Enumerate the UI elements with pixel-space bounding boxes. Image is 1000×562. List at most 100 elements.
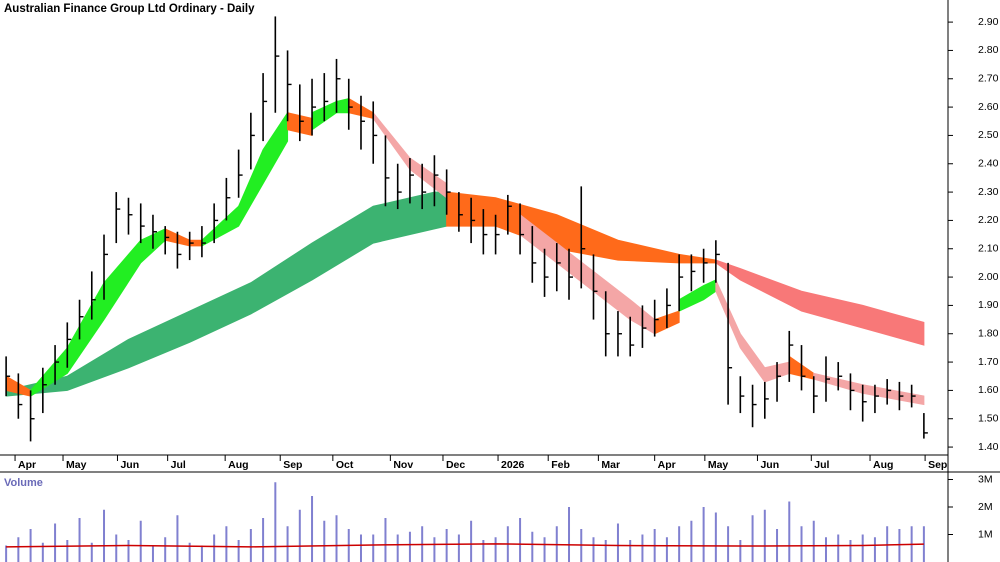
- volume-bar: [678, 526, 681, 562]
- volume-bar: [727, 526, 730, 562]
- volume-bar: [213, 534, 216, 562]
- volume-bar: [751, 515, 754, 562]
- volume-bar: [335, 515, 338, 562]
- volume-bar: [359, 534, 362, 562]
- y-tick-label: 2.30: [978, 186, 999, 198]
- volume-bar: [494, 537, 497, 562]
- volume-bar: [470, 520, 473, 562]
- y-tick-label: 2.70: [978, 73, 999, 85]
- y-tick-label: 2.10: [978, 243, 999, 255]
- volume-bar: [690, 520, 693, 562]
- volume-bar: [739, 540, 742, 562]
- volume-bar: [788, 501, 791, 562]
- volume-bar: [604, 540, 607, 562]
- y-tick-label: 1.50: [978, 413, 999, 425]
- x-tick-label: Jun: [120, 459, 139, 471]
- volume-bar: [629, 540, 632, 562]
- volume-bar: [433, 537, 436, 562]
- volume-bar: [54, 523, 57, 562]
- y-tick-label: 2.20: [978, 214, 999, 226]
- y-tick-label: 2M: [978, 501, 993, 513]
- volume-bar: [372, 534, 375, 562]
- x-tick-label: Mar: [601, 459, 620, 471]
- x-tick-label: May: [708, 459, 729, 471]
- chart-title: Volume: [4, 477, 43, 489]
- x-tick-label: May: [66, 459, 87, 471]
- volume-bar: [139, 520, 142, 562]
- volume-bar: [457, 534, 460, 562]
- x-tick-label: Oct: [336, 459, 354, 471]
- volume-bar: [763, 509, 766, 562]
- volume-bar: [519, 518, 522, 562]
- x-tick-label: Apr: [18, 459, 36, 471]
- y-tick-label: 1.90: [978, 299, 999, 311]
- volume-bar: [396, 534, 399, 562]
- volume-bar: [298, 509, 301, 562]
- volume-bar: [41, 542, 44, 562]
- volume-bar: [568, 507, 571, 562]
- volume-bar: [151, 545, 154, 562]
- y-tick-label: 2.80: [978, 44, 999, 56]
- volume-bar: [665, 537, 668, 562]
- volume-bar: [188, 542, 191, 562]
- volume-bar: [78, 518, 81, 562]
- volume-bar: [445, 529, 448, 562]
- volume-bar: [837, 534, 840, 562]
- volume-bar: [17, 537, 20, 562]
- volume-bar: [225, 526, 228, 562]
- volume-bar: [286, 526, 289, 562]
- y-tick-label: 3M: [978, 473, 993, 485]
- volume-bar: [482, 540, 485, 562]
- volume-bar: [323, 520, 326, 562]
- y-tick-label: 2.50: [978, 129, 999, 141]
- volume-bar: [641, 534, 644, 562]
- x-tick-label: Apr: [658, 459, 676, 471]
- y-tick-label: 1.70: [978, 356, 999, 368]
- volume-bar: [90, 542, 93, 562]
- volume-bar: [408, 531, 411, 562]
- volume-bar: [800, 526, 803, 562]
- volume-bar: [898, 529, 901, 562]
- volume-bar: [115, 534, 118, 562]
- volume-bar: [543, 537, 546, 562]
- volume-bar: [384, 518, 387, 562]
- volume-bar: [249, 529, 252, 562]
- volume-bar: [29, 529, 32, 562]
- volume-bar: [531, 531, 534, 562]
- y-tick-label: 2.60: [978, 101, 999, 113]
- y-tick-label: 1M: [978, 528, 993, 540]
- volume-bar: [824, 537, 827, 562]
- volume-bar: [616, 523, 619, 562]
- volume-bar: [164, 537, 167, 562]
- volume-bar: [262, 518, 265, 562]
- volume-bar: [5, 545, 8, 562]
- volume-bar: [849, 540, 852, 562]
- x-tick-label: Sep: [928, 459, 947, 471]
- chart-title: Australian Finance Group Ltd Ordinary - …: [4, 3, 255, 15]
- x-tick-label: Jul: [814, 459, 829, 471]
- x-tick-label: Jun: [760, 459, 779, 471]
- volume-bar: [861, 534, 864, 562]
- y-tick-label: 1.60: [978, 384, 999, 396]
- x-tick-label: 2026: [501, 459, 525, 471]
- volume-bar: [873, 537, 876, 562]
- volume-bar: [127, 540, 130, 562]
- volume-bar: [886, 526, 889, 562]
- volume-bar: [812, 520, 815, 562]
- y-tick-label: 2.40: [978, 158, 999, 170]
- volume-bar: [592, 537, 595, 562]
- volume-bar: [103, 509, 106, 562]
- volume-bar: [237, 540, 240, 562]
- x-tick-label: Feb: [551, 459, 570, 471]
- volume-bar: [274, 482, 277, 562]
- x-tick-label: Aug: [873, 459, 893, 471]
- y-tick-label: 2.90: [978, 16, 999, 28]
- volume-bar: [200, 545, 203, 562]
- x-tick-label: Dec: [446, 459, 465, 471]
- y-tick-label: 1.40: [978, 441, 999, 453]
- volume-bar: [66, 540, 69, 562]
- y-tick-label: 2.00: [978, 271, 999, 283]
